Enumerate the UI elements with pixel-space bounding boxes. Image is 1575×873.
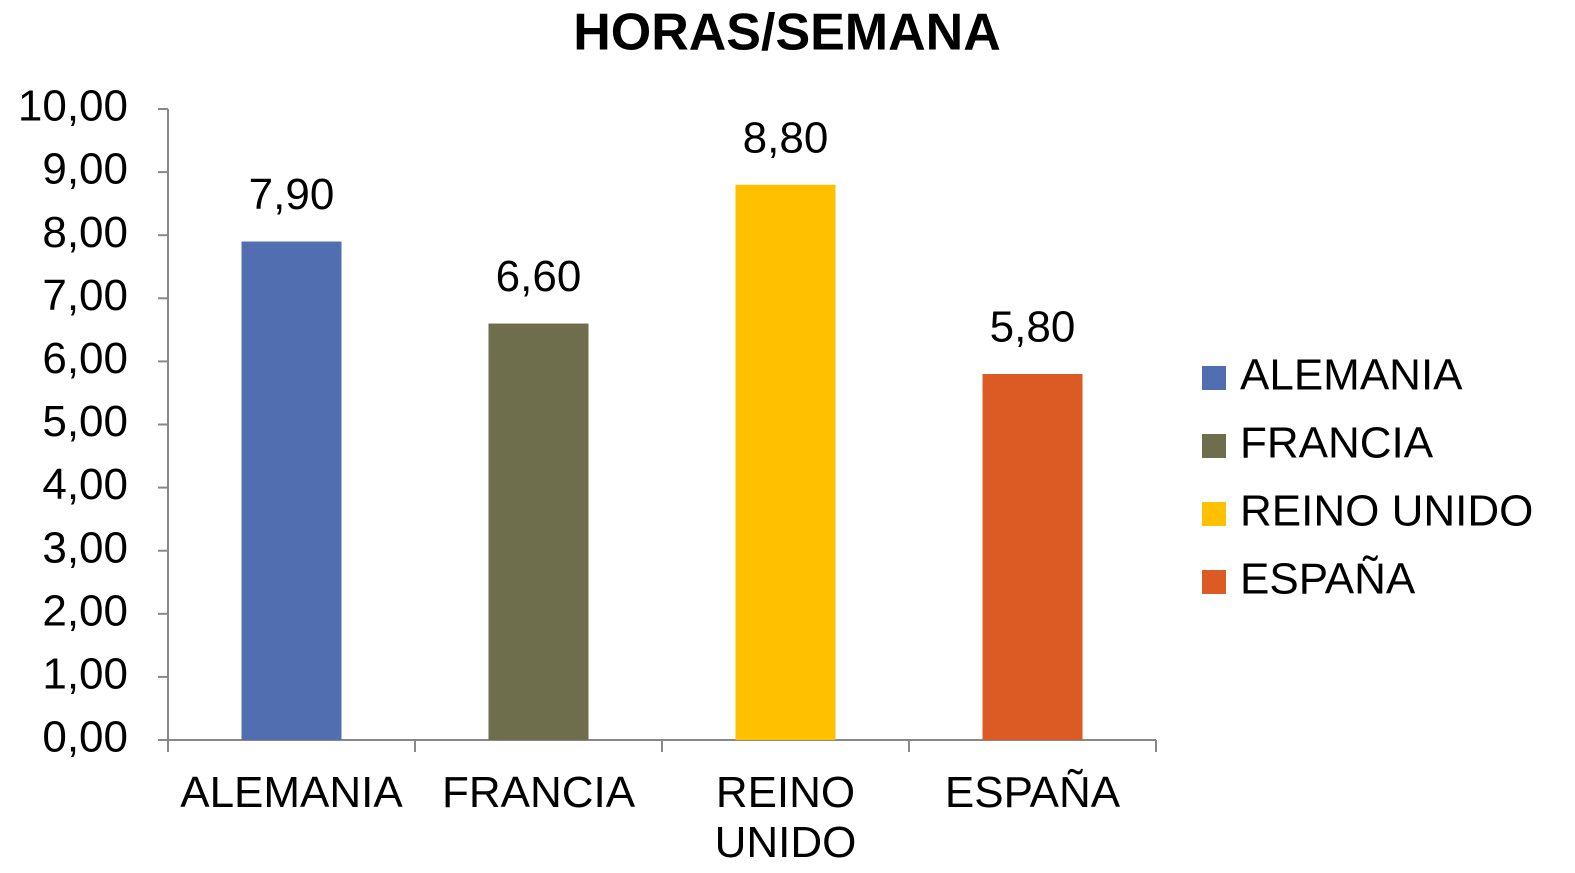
x-tick-label: ALEMANIA <box>180 768 403 817</box>
y-tick-label: 10,00 <box>18 82 128 131</box>
data-label: 6,60 <box>496 252 582 301</box>
legend-label: ALEMANIA <box>1240 351 1463 400</box>
data-label: 7,90 <box>249 170 335 219</box>
x-tick-label: FRANCIA <box>441 768 636 817</box>
y-tick-label: 7,00 <box>42 271 128 320</box>
data-label: 5,80 <box>990 303 1076 352</box>
legend-swatch <box>1202 502 1226 526</box>
y-tick-label: 9,00 <box>42 145 128 194</box>
x-tick-label: REINO UNIDO <box>714 768 857 867</box>
x-tick-label-box: ESPAÑA <box>944 768 1121 817</box>
x-tick-label-box: REINO UNIDO <box>714 768 857 867</box>
x-tick-label-box: ALEMANIA <box>180 768 403 817</box>
y-tick-label: 4,00 <box>42 460 128 509</box>
y-tick-label: 6,00 <box>42 334 128 383</box>
data-label: 8,80 <box>743 113 829 162</box>
bar <box>982 374 1083 740</box>
x-tick-label: ESPAÑA <box>944 768 1121 817</box>
legend-label: FRANCIA <box>1240 419 1434 468</box>
chart-title: HORAS/SEMANA <box>573 4 1001 62</box>
bar <box>241 241 342 740</box>
bar <box>735 184 836 741</box>
legend-swatch <box>1202 434 1226 458</box>
legend-swatch <box>1202 366 1226 390</box>
y-tick-label: 3,00 <box>42 523 128 572</box>
y-tick-label: 5,00 <box>42 397 128 446</box>
legend-swatch <box>1202 570 1226 594</box>
bar <box>488 323 589 740</box>
y-tick-label: 8,00 <box>42 208 128 257</box>
legend-label: REINO UNIDO <box>1240 487 1533 536</box>
y-tick-label: 1,00 <box>42 650 128 699</box>
y-tick-label: 2,00 <box>42 586 128 635</box>
y-tick-label: 0,00 <box>42 713 128 762</box>
legend-label: ESPAÑA <box>1240 554 1416 604</box>
x-tick-label-box: FRANCIA <box>441 768 636 817</box>
